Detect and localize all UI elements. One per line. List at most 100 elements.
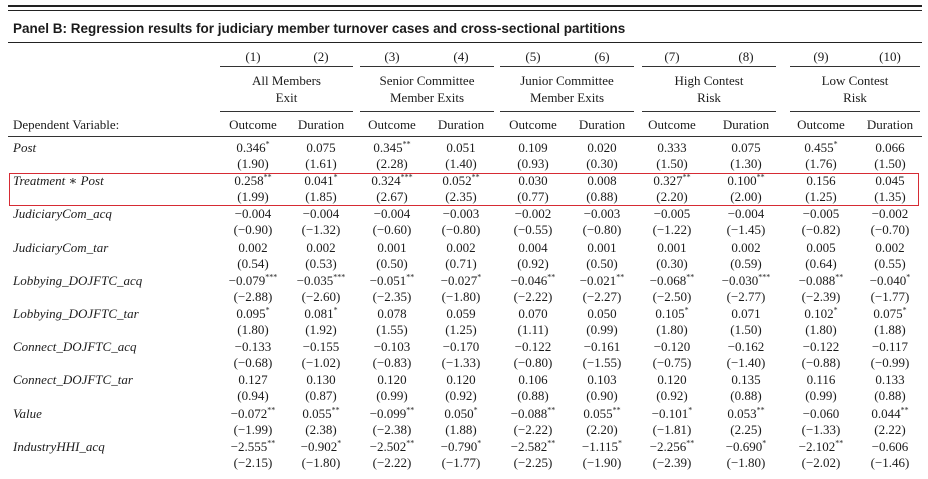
t-statistic-cell: (−1.80) bbox=[301, 455, 341, 470]
significance-stars: ** bbox=[682, 172, 691, 182]
coefficient-cell: 0.120 bbox=[632, 372, 712, 388]
coefficient-value: −2.582 bbox=[510, 439, 548, 454]
coefficient-value: 0.120 bbox=[446, 372, 476, 387]
coefficient-value: −0.004 bbox=[727, 206, 765, 221]
coefficient-value: 0.130 bbox=[306, 372, 336, 387]
t-statistic-cell: (−1.81) bbox=[652, 422, 692, 437]
coefficient-cell: 0.055** bbox=[281, 406, 361, 422]
coefficient-cell: 0.102* bbox=[781, 306, 861, 322]
column-number: (7) bbox=[664, 49, 680, 64]
coefficient-value: 0.001 bbox=[377, 240, 407, 255]
t-statistic-cell: (2.20) bbox=[656, 189, 688, 204]
t-statistic-cell: (2.35) bbox=[445, 189, 477, 204]
coefficient-cell: −0.003 bbox=[421, 206, 501, 222]
coefficient-value: −2.102 bbox=[798, 439, 836, 454]
row-label: JudiciaryCom_tar bbox=[13, 240, 109, 255]
group-header-line2: Member Exits bbox=[389, 90, 464, 105]
coefficient-cell: 0.053** bbox=[706, 406, 786, 422]
column-subheader: Duration bbox=[866, 117, 914, 132]
group-rule bbox=[790, 66, 920, 67]
coefficient-value: 0.059 bbox=[446, 306, 476, 321]
significance-stars: * bbox=[265, 305, 270, 315]
coefficient-value: 0.055 bbox=[302, 406, 332, 421]
coefficient-value: −0.170 bbox=[442, 339, 480, 354]
coefficient-cell: −2.555** bbox=[213, 439, 293, 455]
coefficient-value: 0.103 bbox=[587, 372, 617, 387]
coefficient-cell: 0.105* bbox=[632, 306, 712, 322]
coefficient-value: −0.004 bbox=[302, 206, 340, 221]
coefficient-value: 0.100 bbox=[727, 173, 757, 188]
coefficient-cell: 0.156 bbox=[781, 173, 861, 189]
t-statistic-cell: (0.99) bbox=[376, 388, 408, 403]
coefficient-value: 0.050 bbox=[444, 406, 474, 421]
column-subheader: Outcome bbox=[229, 117, 277, 132]
coefficient-value: 0.020 bbox=[587, 140, 617, 155]
t-statistic-cell: (−2.22) bbox=[513, 422, 553, 437]
coefficient-value: −0.161 bbox=[583, 339, 621, 354]
row-label: Lobbying_DOJFTC_tar bbox=[13, 306, 139, 321]
row-label: Value bbox=[13, 406, 42, 421]
coefficient-value: 0.078 bbox=[377, 306, 407, 321]
coefficient-cell: 0.327** bbox=[632, 173, 712, 189]
group-rule bbox=[500, 66, 634, 67]
t-statistic-cell: (−2.02) bbox=[801, 455, 841, 470]
coefficient-cell: −0.099** bbox=[352, 406, 432, 422]
coefficient-cell: −0.046** bbox=[493, 273, 573, 289]
coefficient-value: −0.133 bbox=[234, 339, 272, 354]
coefficient-value: −2.502 bbox=[369, 439, 407, 454]
column-subheader: Outcome bbox=[648, 117, 696, 132]
coefficient-cell: 0.045 bbox=[850, 173, 928, 189]
coefficient-cell: −0.120 bbox=[632, 339, 712, 355]
coefficient-cell: 0.050* bbox=[421, 406, 501, 422]
coefficient-value: −0.117 bbox=[871, 339, 909, 354]
coefficient-value: −2.555 bbox=[230, 439, 268, 454]
t-statistic-cell: (0.99) bbox=[586, 322, 618, 337]
coefficient-cell: 0.333 bbox=[632, 140, 712, 156]
t-statistic-cell: (0.53) bbox=[305, 256, 337, 271]
significance-stars: * bbox=[906, 272, 911, 282]
coefficient-cell: 0.041* bbox=[281, 173, 361, 189]
coefficient-value: 0.070 bbox=[518, 306, 548, 321]
t-statistic-cell: (2.25) bbox=[730, 422, 762, 437]
column-number: (3) bbox=[384, 49, 400, 64]
significance-stars: * bbox=[265, 139, 270, 149]
coefficient-cell: 0.346* bbox=[213, 140, 293, 156]
coefficient-value: −0.162 bbox=[727, 339, 765, 354]
coefficient-cell: 0.059 bbox=[421, 306, 501, 322]
coefficient-cell: −0.079*** bbox=[213, 273, 293, 289]
significance-stars: * bbox=[688, 405, 693, 415]
t-statistic-cell: (−2.22) bbox=[513, 289, 553, 304]
coefficient-value: 0.001 bbox=[657, 240, 687, 255]
group-header: Low Contest Risk bbox=[790, 72, 920, 106]
coefficient-value: 0.075 bbox=[731, 140, 761, 155]
row-label: Treatment ∗ Post bbox=[13, 173, 104, 188]
significance-stars: ** bbox=[686, 438, 695, 448]
coefficient-value: 0.005 bbox=[806, 240, 836, 255]
coefficient-value: −0.021 bbox=[579, 273, 617, 288]
coefficient-cell: 0.044** bbox=[850, 406, 928, 422]
subheader-rule bbox=[220, 111, 353, 112]
coefficient-cell: −0.068** bbox=[632, 273, 712, 289]
t-statistic-cell: (0.92) bbox=[445, 388, 477, 403]
coefficient-value: 0.008 bbox=[587, 173, 617, 188]
significance-stars: * bbox=[333, 172, 338, 182]
coefficient-value: −0.035 bbox=[296, 273, 334, 288]
coefficient-cell: 0.455* bbox=[781, 140, 861, 156]
column-subheader: Duration bbox=[437, 117, 485, 132]
coefficient-value: −2.256 bbox=[649, 439, 687, 454]
t-statistic-cell: (−2.88) bbox=[233, 289, 273, 304]
t-statistic-cell: (0.92) bbox=[517, 256, 549, 271]
t-statistic-cell: (1.35) bbox=[874, 189, 906, 204]
column-subheader: Outcome bbox=[797, 117, 845, 132]
group-rule bbox=[360, 66, 494, 67]
coefficient-value: −1.115 bbox=[581, 439, 619, 454]
coefficient-cell: 0.002 bbox=[850, 240, 928, 256]
coefficient-value: −0.079 bbox=[228, 273, 266, 288]
coefficient-cell: −0.690* bbox=[706, 439, 786, 455]
coefficient-cell: 0.130 bbox=[281, 372, 361, 388]
row-label: Connect_DOJFTC_acq bbox=[13, 339, 137, 354]
coefficient-cell: 0.075 bbox=[281, 140, 361, 156]
group-header-line1: High Contest bbox=[674, 73, 744, 88]
column-subheader: Duration bbox=[722, 117, 770, 132]
row-label: Post bbox=[13, 140, 37, 155]
